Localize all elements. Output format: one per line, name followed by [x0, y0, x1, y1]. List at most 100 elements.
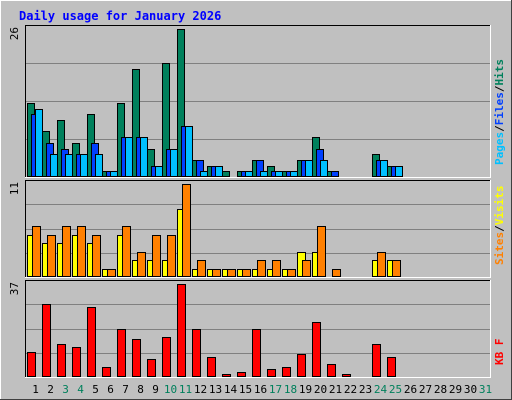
bar-kbytes-day-9: [147, 359, 156, 377]
bar-sites-day-10: [167, 235, 176, 277]
bar-pages-day-8: [140, 137, 148, 177]
legend-entry-visits: Visits: [493, 186, 506, 226]
x-tick-label: 9: [152, 383, 159, 396]
bar-files-day-21: [331, 171, 339, 177]
bar-sites-day-6: [107, 269, 116, 277]
x-tick-label: 13: [209, 383, 222, 396]
bar-pages-day-6: [110, 171, 118, 177]
x-tick-label: 31: [479, 383, 492, 396]
bar-sites-day-16: [257, 260, 266, 277]
bar-pages-day-10: [170, 149, 178, 177]
bar-kbytes-day-15: [237, 372, 246, 377]
bar-pages-day-15: [245, 171, 253, 177]
bar-kbytes-day-12: [192, 329, 201, 377]
bar-sites-day-7: [122, 226, 131, 277]
bar-sites-day-12: [197, 260, 206, 277]
bar-pages-day-13: [215, 166, 223, 177]
x-tick-label: 5: [92, 383, 99, 396]
x-tick-label: 19: [299, 383, 312, 396]
x-tick-label: 23: [359, 383, 372, 396]
legend: KB F: [493, 339, 506, 366]
x-tick-label: 15: [239, 383, 252, 396]
bar-sites-day-2: [47, 235, 56, 277]
bar-pages-day-19: [305, 160, 313, 177]
legend-separator: /: [493, 85, 506, 92]
x-tick-label: 18: [284, 383, 297, 396]
x-tick-label: 29: [449, 383, 462, 396]
legend-entry-hits: Hits: [493, 59, 506, 86]
bar-sites-day-1: [32, 226, 41, 277]
legend: Pages/Files/Hits: [493, 59, 506, 165]
x-tick-label: 16: [254, 383, 267, 396]
bar-sites-day-14: [227, 269, 236, 277]
bar-pages-day-3: [65, 154, 73, 177]
bar-hits-day-14: [222, 171, 230, 177]
x-tick-label: 1: [32, 383, 39, 396]
bar-sites-day-4: [77, 226, 86, 277]
bar-kbytes-day-11: [177, 284, 186, 377]
bar-kbytes-day-7: [117, 329, 126, 377]
bar-kbytes-day-25: [387, 357, 396, 377]
legend-separator: /: [493, 225, 506, 232]
chart-title: Daily usage for January 2026: [19, 9, 221, 23]
bar-sites-day-25: [392, 260, 401, 277]
bar-sites-day-19: [302, 260, 311, 277]
bar-pages-day-11: [185, 126, 193, 177]
legend-separator: /: [493, 125, 506, 132]
bar-sites-day-21: [332, 269, 341, 277]
legend-entry-files: Files: [493, 92, 506, 125]
x-tick-label: 11: [179, 383, 192, 396]
legend-entry-kbytes: KB F: [493, 339, 506, 366]
x-tick-label: 8: [137, 383, 144, 396]
bar-pages-day-12: [200, 171, 208, 177]
x-axis-tick-labels: 1 2 3 4 5 6 7 8 9 10 11 12 13 14 15 16 17 18 19 20 21 22 23 24 2…: [32, 383, 492, 396]
x-tick-label: 27: [419, 383, 432, 396]
bar-kbytes-day-14: [222, 374, 231, 377]
bar-kbytes-day-13: [207, 357, 216, 377]
bar-sites-day-15: [242, 269, 251, 277]
bar-kbytes-day-20: [312, 322, 321, 377]
bar-sites-day-3: [62, 226, 71, 277]
bar-kbytes-day-1: [27, 352, 36, 377]
bar-pages-day-25: [395, 166, 403, 177]
legend-entry-sites: Sites: [493, 232, 506, 265]
x-tick-label: 6: [107, 383, 114, 396]
bar-pages-day-18: [290, 171, 298, 177]
bar-sites-day-17: [272, 260, 281, 277]
bar-kbytes-day-17: [267, 369, 276, 377]
x-tick-label: 3: [62, 383, 69, 396]
x-tick-label: 4: [77, 383, 84, 396]
bar-pages-day-16: [260, 171, 268, 177]
bar-sites-day-8: [137, 252, 146, 277]
bar-kbytes-day-16: [252, 329, 261, 377]
x-tick-label: 26: [404, 383, 417, 396]
x-tick-label: 20: [314, 383, 327, 396]
bar-kbytes-day-4: [72, 347, 81, 377]
x-tick-label: 7: [122, 383, 129, 396]
bar-kbytes-day-10: [162, 337, 171, 377]
bar-sites-day-20: [317, 226, 326, 277]
x-tick-label: 17: [269, 383, 282, 396]
bar-kbytes-day-18: [282, 367, 291, 377]
bar-kbytes-day-22: [342, 374, 351, 377]
panel-bottom: 37 KB F: [8, 280, 506, 378]
bar-pages-day-7: [125, 137, 133, 177]
y-max-label: 11: [8, 182, 21, 195]
y-max-label: 26: [8, 27, 21, 40]
bar-pages-day-24: [380, 160, 388, 177]
bar-pages-day-17: [275, 171, 283, 177]
x-tick-label: 25: [389, 383, 402, 396]
bar-sites-day-11: [182, 184, 191, 277]
bar-kbytes-day-6: [102, 367, 111, 377]
legend-entry-pages: Pages: [493, 132, 506, 165]
bar-kbytes-day-3: [57, 344, 66, 377]
bar-sites-day-9: [152, 235, 161, 277]
bar-pages-day-4: [80, 154, 88, 177]
bar-pages-day-20: [320, 160, 328, 177]
bar-kbytes-day-24: [372, 344, 381, 377]
bar-kbytes-day-8: [132, 339, 141, 377]
bar-sites-day-24: [377, 252, 386, 277]
